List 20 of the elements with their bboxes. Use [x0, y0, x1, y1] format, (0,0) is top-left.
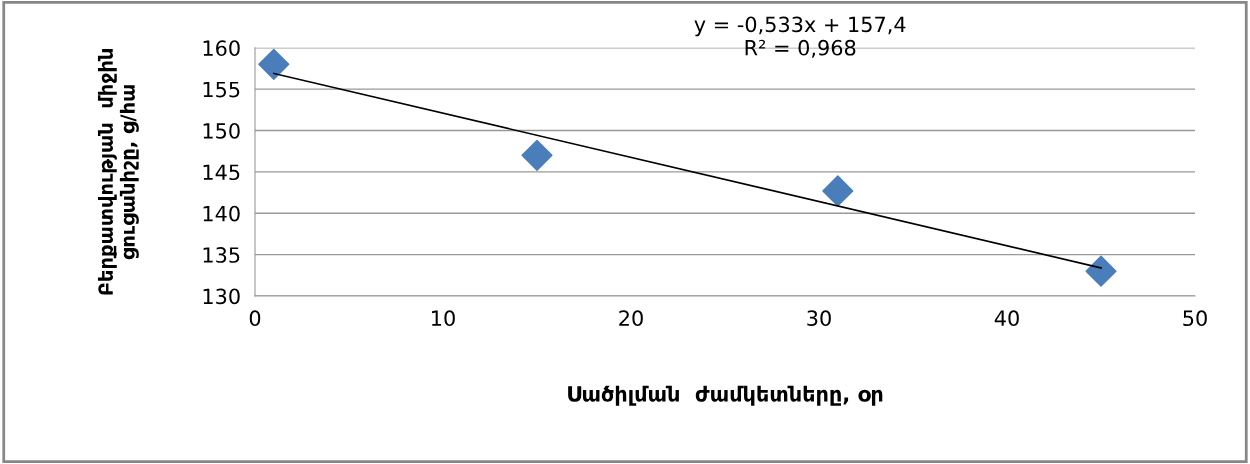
y-tick-label: 135	[203, 247, 240, 263]
annotation: y = -0,533x + 157,4 R² = 0,968	[694, 16, 906, 58]
y-tick-label: 130	[203, 288, 240, 305]
x-tick-label: 50	[1183, 310, 1207, 327]
point	[822, 175, 854, 207]
x-tick-label: 10	[432, 310, 455, 327]
point	[1085, 255, 1117, 287]
x-tick-label: 0	[249, 310, 261, 327]
y-tick-label: 145	[203, 164, 240, 181]
x-axis-title: Սածիլման ժամկետները, օր	[568, 385, 883, 406]
y-tick-label: 140	[203, 205, 240, 222]
y-axis-title: Բերքատվության միջին ցուցանիշը, ց/հա	[97, 49, 139, 295]
y-tick-label: 155	[203, 81, 240, 98]
point	[258, 48, 290, 80]
point	[521, 139, 553, 171]
x-tick-label: 30	[807, 310, 831, 327]
x-tick-label: 40	[994, 310, 1019, 327]
x-tick-label: 20	[619, 310, 643, 327]
y-tick-label: 150	[203, 122, 240, 139]
y-tick-label: 160	[203, 40, 240, 56]
